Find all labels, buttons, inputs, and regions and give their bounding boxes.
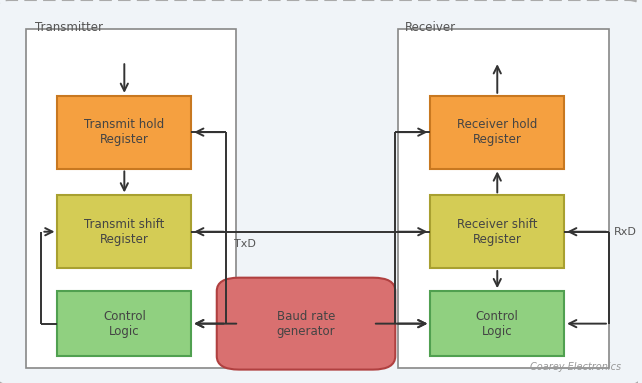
FancyBboxPatch shape <box>217 278 395 370</box>
FancyBboxPatch shape <box>57 291 191 356</box>
Text: Control
Logic: Control Logic <box>103 309 146 338</box>
Text: Transmitter: Transmitter <box>35 21 103 34</box>
FancyBboxPatch shape <box>430 291 564 356</box>
Text: Receiver shift
Register: Receiver shift Register <box>457 218 537 246</box>
Text: Receiver: Receiver <box>405 21 456 34</box>
Text: Receiver hold
Register: Receiver hold Register <box>457 118 537 146</box>
FancyBboxPatch shape <box>430 96 564 169</box>
Text: Transmit hold
Register: Transmit hold Register <box>84 118 164 146</box>
FancyBboxPatch shape <box>57 195 191 268</box>
Text: Coarey Electronics: Coarey Electronics <box>530 362 621 372</box>
FancyBboxPatch shape <box>26 29 236 368</box>
FancyBboxPatch shape <box>57 96 191 169</box>
Text: TxD: TxD <box>234 239 256 249</box>
Text: Baud rate
generator: Baud rate generator <box>277 309 335 338</box>
FancyBboxPatch shape <box>430 195 564 268</box>
Text: RxD: RxD <box>614 227 637 237</box>
FancyBboxPatch shape <box>399 29 609 368</box>
Text: Transmit shift
Register: Transmit shift Register <box>84 218 164 246</box>
Text: Control
Logic: Control Logic <box>476 309 519 338</box>
